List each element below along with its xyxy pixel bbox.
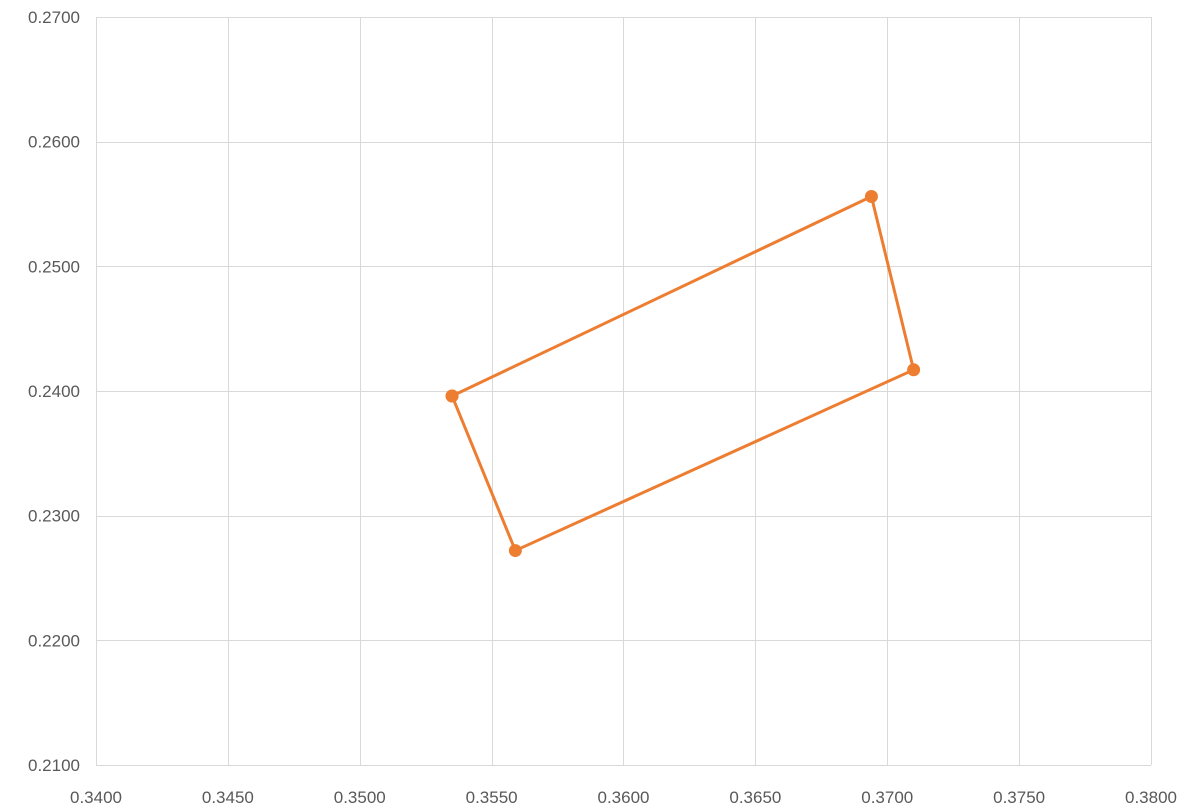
- y-tick-label: 0.2700: [28, 8, 80, 27]
- data-point: [445, 389, 459, 403]
- x-tick-label: 0.3400: [70, 788, 122, 807]
- axes: [96, 17, 1151, 766]
- y-tick-label: 0.2100: [28, 756, 80, 775]
- y-tick-label: 0.2300: [28, 507, 80, 526]
- horizontal-gridlines: [96, 17, 1151, 641]
- y-tick-label: 0.2200: [28, 631, 80, 650]
- x-tick-label: 0.3650: [729, 788, 781, 807]
- data-point: [864, 190, 878, 204]
- series-layer: [445, 190, 921, 558]
- x-tick-label: 0.3700: [861, 788, 913, 807]
- x-tick-label: 0.3750: [993, 788, 1045, 807]
- data-point: [508, 544, 522, 558]
- y-tick-label: 0.2600: [28, 133, 80, 152]
- x-tick-label: 0.3800: [1125, 788, 1177, 807]
- x-axis-tick-labels: 0.3400 0.3450 0.3500 0.3550 0.3600 0.3650 0.37…: [70, 788, 1177, 807]
- y-tick-label: 0.2500: [28, 257, 80, 276]
- x-tick-label: 0.3600: [598, 788, 650, 807]
- x-tick-label: 0.3550: [466, 788, 518, 807]
- y-tick-label: 0.2400: [28, 382, 80, 401]
- series-line: [450, 195, 916, 553]
- x-tick-label: 0.3500: [334, 788, 386, 807]
- data-point: [907, 363, 921, 377]
- y-axis-tick-labels: 0.2100 0.2200 0.2300 0.2400 0.2500 0.2600 0.27…: [28, 8, 80, 775]
- x-tick-label: 0.3450: [202, 788, 254, 807]
